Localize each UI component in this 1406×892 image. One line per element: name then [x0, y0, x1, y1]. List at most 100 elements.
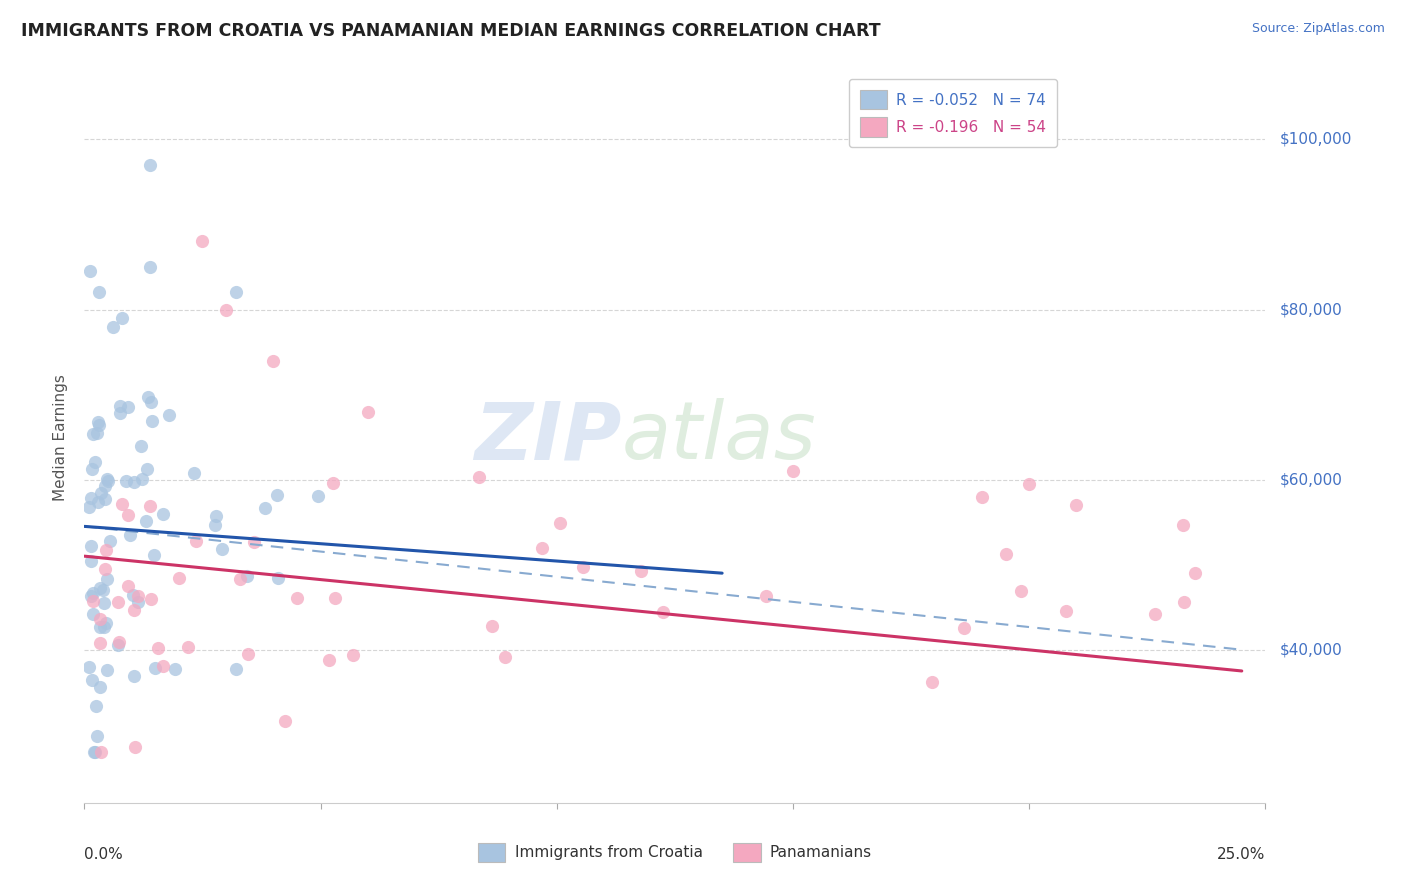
Point [191, 235, 214, 249]
Point [108, 399, 131, 413]
Point [994, 547, 1017, 561]
Point [572, 560, 595, 574]
Point [215, 302, 238, 317]
Point [80, 673, 103, 688]
Point [127, 589, 149, 603]
Text: 25.0%: 25.0% [1218, 847, 1265, 862]
Point [135, 514, 157, 528]
Point [83, 745, 105, 759]
Point [107, 634, 129, 648]
Point [86, 426, 108, 441]
Point [91, 583, 114, 598]
Point [141, 592, 163, 607]
Point [121, 588, 143, 602]
Point [322, 475, 344, 490]
Point [468, 470, 491, 484]
Point [89, 620, 111, 634]
Point [236, 648, 259, 662]
Point [755, 589, 778, 603]
Point [96, 664, 118, 678]
Point [152, 658, 174, 673]
Point [157, 408, 180, 422]
Point [550, 516, 572, 531]
Point [82, 607, 104, 621]
Point [98, 533, 121, 548]
Text: ZIP: ZIP [474, 398, 621, 476]
Text: $40,000: $40,000 [1279, 642, 1343, 657]
Point [225, 662, 247, 676]
Point [93, 478, 115, 492]
Point [141, 414, 163, 428]
Point [80, 539, 103, 553]
Point [82, 594, 104, 608]
Point [136, 462, 159, 476]
Point [93, 620, 115, 634]
Point [94, 543, 117, 558]
Text: 0.0%: 0.0% [84, 847, 124, 862]
Point [117, 401, 139, 415]
Point [236, 569, 259, 583]
Point [90, 745, 112, 759]
Point [266, 488, 288, 502]
Legend: Immigrants from Croatia, Panamanians: Immigrants from Croatia, Panamanians [472, 837, 877, 868]
Point [184, 534, 207, 549]
Point [229, 572, 252, 586]
Point [357, 404, 380, 418]
Point [176, 640, 198, 654]
Point [204, 518, 226, 533]
Point [96, 572, 118, 586]
Point [342, 648, 364, 663]
Point [111, 311, 134, 326]
Point [94, 561, 117, 575]
Point [1173, 595, 1195, 609]
Point [90, 485, 112, 500]
Point [97, 474, 120, 488]
Point [117, 579, 139, 593]
Point [122, 603, 145, 617]
Text: $60,000: $60,000 [1279, 472, 1343, 487]
Point [1018, 477, 1040, 491]
Point [80, 491, 103, 505]
Point [93, 596, 115, 610]
Point [148, 640, 170, 655]
Point [1010, 584, 1032, 599]
Point [136, 390, 159, 404]
Point [1144, 607, 1167, 622]
Point [1184, 566, 1206, 581]
Text: Source: ZipAtlas.com: Source: ZipAtlas.com [1251, 22, 1385, 36]
Point [89, 581, 111, 595]
Point [129, 439, 152, 453]
Point [122, 475, 145, 489]
Point [84, 699, 107, 714]
Point [87, 418, 110, 433]
Point [89, 636, 111, 650]
Point [481, 619, 503, 633]
Point [89, 612, 111, 626]
Point [101, 319, 124, 334]
Point [77, 500, 100, 515]
Point [122, 668, 145, 682]
Point [139, 260, 162, 274]
Point [114, 474, 136, 488]
Point [131, 472, 153, 486]
Point [530, 541, 553, 556]
Point [494, 649, 516, 664]
Text: $80,000: $80,000 [1279, 302, 1343, 317]
Point [318, 653, 340, 667]
Point [325, 591, 347, 606]
Point [89, 680, 111, 694]
Point [183, 467, 205, 481]
Point [83, 454, 105, 468]
Point [225, 285, 247, 300]
Point [127, 594, 149, 608]
Point [93, 492, 115, 507]
Point [273, 714, 295, 728]
Point [921, 675, 943, 690]
Point [970, 490, 993, 504]
Point [205, 508, 228, 523]
Point [152, 507, 174, 521]
Point [79, 264, 101, 278]
Point [124, 739, 146, 754]
Point [80, 589, 103, 603]
Point [83, 745, 105, 759]
